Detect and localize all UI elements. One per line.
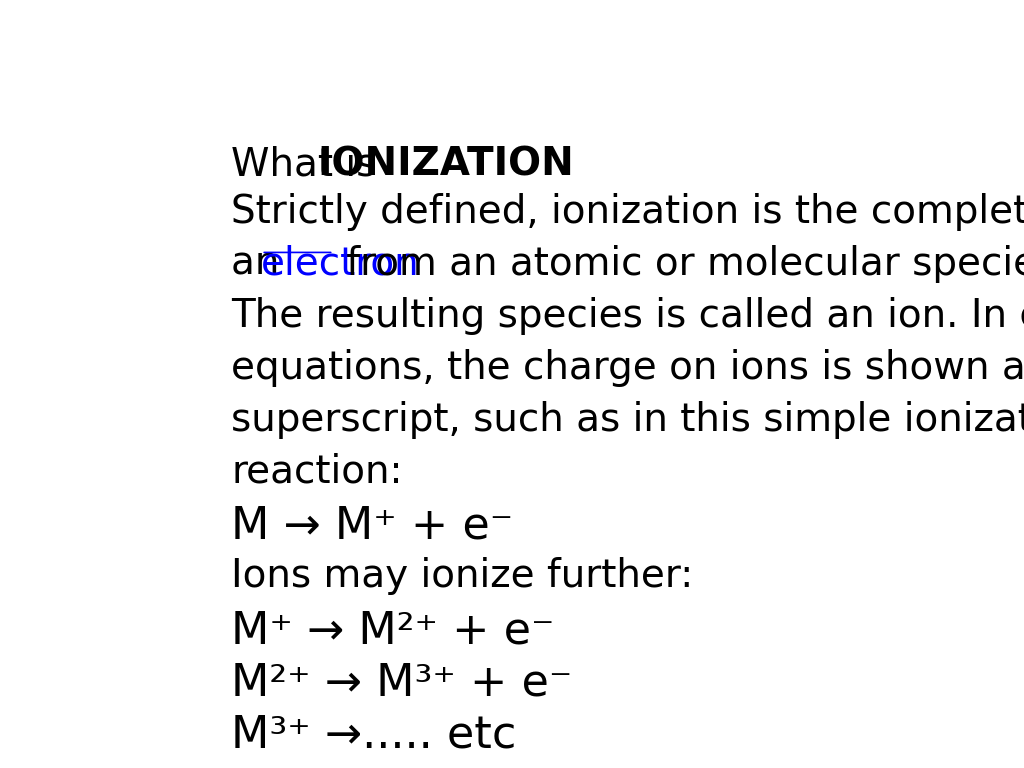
Text: reaction:: reaction: bbox=[231, 453, 402, 491]
Text: an: an bbox=[231, 245, 292, 283]
Text: M⁺ → M²⁺ + e⁻: M⁺ → M²⁺ + e⁻ bbox=[231, 609, 555, 652]
Text: Ions may ionize further:: Ions may ionize further: bbox=[231, 557, 693, 595]
Text: M²⁺ → M³⁺ + e⁻: M²⁺ → M³⁺ + e⁻ bbox=[231, 661, 572, 704]
Text: IONIZATION: IONIZATION bbox=[316, 145, 573, 184]
Text: The resulting species is called an ion. In chemical: The resulting species is called an ion. … bbox=[231, 296, 1024, 335]
Text: superscript, such as in this simple ionization: superscript, such as in this simple ioni… bbox=[231, 401, 1024, 439]
Text: M³⁺ →..... etc: M³⁺ →..... etc bbox=[231, 713, 516, 756]
Text: equations, the charge on ions is shown as a: equations, the charge on ions is shown a… bbox=[231, 349, 1024, 387]
Text: from an atomic or molecular species.: from an atomic or molecular species. bbox=[334, 245, 1024, 283]
Text: What is: What is bbox=[231, 145, 389, 184]
Text: M → M⁺ + e⁻: M → M⁺ + e⁻ bbox=[231, 505, 513, 548]
Text: Strictly defined, ionization is the complete loss of: Strictly defined, ionization is the comp… bbox=[231, 193, 1024, 230]
Text: electron: electron bbox=[261, 245, 420, 283]
